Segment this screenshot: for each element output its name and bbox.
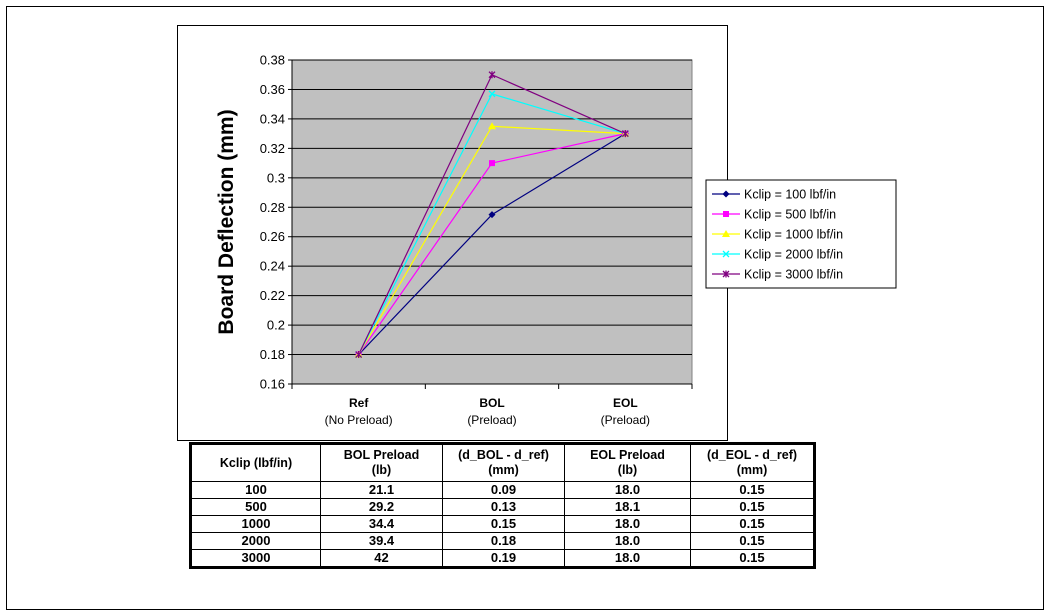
x-tick-label: Ref xyxy=(349,396,369,410)
header-line: (d_BOL - d_ref) (mm) xyxy=(458,448,549,477)
data-point-4 xyxy=(621,130,629,138)
chart-area: 0.16 0.18 0.2 0.22 0.24 0.26 0.28 0.3 0.32 0.34 0.… xyxy=(177,25,897,441)
legend-marker xyxy=(723,211,729,217)
table-cell: 39.4 xyxy=(320,532,443,550)
y-axis-label: Board Deflection (mm) xyxy=(215,109,238,334)
header-line: BOL Preload (lb) xyxy=(343,448,420,477)
x-tick-label: BOL xyxy=(479,396,504,410)
table-body: 100 21.1 0.09 18.0 0.15 500 29.2 0.13 18.1 0.15 10… xyxy=(190,481,815,568)
y-tick-label: 0.22 xyxy=(260,288,285,303)
table-cell: 18.0 xyxy=(564,532,691,550)
header-line: (d_EOL - d_ref) (mm) xyxy=(706,448,798,477)
table-cell: 0.19 xyxy=(442,549,565,568)
table-cell: 0.18 xyxy=(442,532,565,550)
y-tick-label: 0.32 xyxy=(260,141,285,156)
legend-label: Kclip = 500 lbf/in xyxy=(744,208,836,222)
table-cell: 0.15 xyxy=(690,498,815,516)
data-point-2 xyxy=(488,122,496,130)
table-header-cell: (d_BOL - d_ref) (mm) xyxy=(442,443,565,482)
table-cell: 1000 xyxy=(190,515,321,533)
table-cell: 0.15 xyxy=(442,515,565,533)
table-header-row: Kclip (lbf/in) BOL Preload (lb) (d_BOL -… xyxy=(190,443,815,482)
table-cell: 0.09 xyxy=(442,481,565,499)
table-row: 1000 34.4 0.15 18.0 0.15 xyxy=(190,515,815,533)
x-tick-sublabel: (Preload) xyxy=(601,413,650,427)
table-header-cell: (d_EOL - d_ref) (mm) xyxy=(690,443,815,482)
y-tick-label: 0.38 xyxy=(260,53,285,68)
table-cell: 0.15 xyxy=(690,549,815,568)
data-point-4 xyxy=(355,351,363,359)
y-tick-label: 0.24 xyxy=(260,259,285,274)
legend-marker xyxy=(722,250,730,258)
legend-label: Kclip = 2000 lbf/in xyxy=(744,248,843,262)
y-tick-label: 0.18 xyxy=(260,347,285,362)
data-point-1 xyxy=(489,160,495,167)
line-chart: 0.16 0.18 0.2 0.22 0.24 0.26 0.28 0.3 0.32 0.34 0.… xyxy=(215,53,897,427)
table-cell: 0.13 xyxy=(442,498,565,516)
legend-marker xyxy=(722,270,730,278)
table-cell: 3000 xyxy=(190,549,321,568)
plot-background xyxy=(291,59,693,385)
table-row: 500 29.2 0.13 18.1 0.15 xyxy=(190,498,815,516)
table-row: 3000 42 0.19 18.0 0.15 xyxy=(190,549,815,568)
y-tick-label: 0.28 xyxy=(260,200,285,215)
table-cell: 0.15 xyxy=(690,481,815,499)
table-header-cell: BOL Preload (lb) xyxy=(320,443,443,482)
data-point-4 xyxy=(488,71,496,79)
x-tick-label: EOL xyxy=(613,396,638,410)
table-cell: 29.2 xyxy=(320,498,443,516)
legend-marker xyxy=(722,230,730,237)
table-row: 100 21.1 0.09 18.0 0.15 xyxy=(190,481,815,499)
table-cell: 0.15 xyxy=(690,532,815,550)
x-tick-sublabel: (No Preload) xyxy=(325,413,393,427)
legend-label: Kclip = 100 lbf/in xyxy=(744,188,836,202)
x-tick-sublabel: (Preload) xyxy=(467,413,516,427)
y-tick-label: 0.36 xyxy=(260,82,285,97)
y-tick-label: 0.3 xyxy=(267,170,285,185)
table-cell: 0.15 xyxy=(690,515,815,533)
data-point-3 xyxy=(488,90,496,98)
y-tick-label: 0.26 xyxy=(260,229,285,244)
table-cell: 42 xyxy=(320,549,443,568)
y-tick-label: 0.34 xyxy=(260,111,285,126)
header-line: EOL Preload (lb) xyxy=(590,448,665,477)
table-cell: 18.1 xyxy=(564,498,691,516)
table-cell: 18.0 xyxy=(564,515,691,533)
table-row: 2000 39.4 0.18 18.0 0.15 xyxy=(190,532,815,550)
table-cell: 100 xyxy=(190,481,321,499)
y-tick-label: 0.2 xyxy=(267,318,285,333)
results-table: Kclip (lbf/in) BOL Preload (lb) (d_BOL -… xyxy=(189,442,816,569)
table-cell: 21.1 xyxy=(320,481,443,499)
legend-marker xyxy=(722,190,730,198)
y-tick-label: 0.16 xyxy=(260,377,285,392)
table-header-cell: Kclip (lbf/in) xyxy=(190,443,321,482)
legend-label: Kclip = 3000 lbf/in xyxy=(744,268,843,282)
table-header-cell: EOL Preload (lb) xyxy=(564,443,691,482)
data-point-0 xyxy=(488,211,496,219)
table-cell: 18.0 xyxy=(564,549,691,568)
table-cell: 2000 xyxy=(190,532,321,550)
legend-label: Kclip = 1000 lbf/in xyxy=(744,228,843,242)
table-cell: 18.0 xyxy=(564,481,691,499)
table-cell: 500 xyxy=(190,498,321,516)
figure-frame: 0.16 0.18 0.2 0.22 0.24 0.26 0.28 0.3 0.32 0.34 0.… xyxy=(6,6,1044,610)
table-cell: 34.4 xyxy=(320,515,443,533)
